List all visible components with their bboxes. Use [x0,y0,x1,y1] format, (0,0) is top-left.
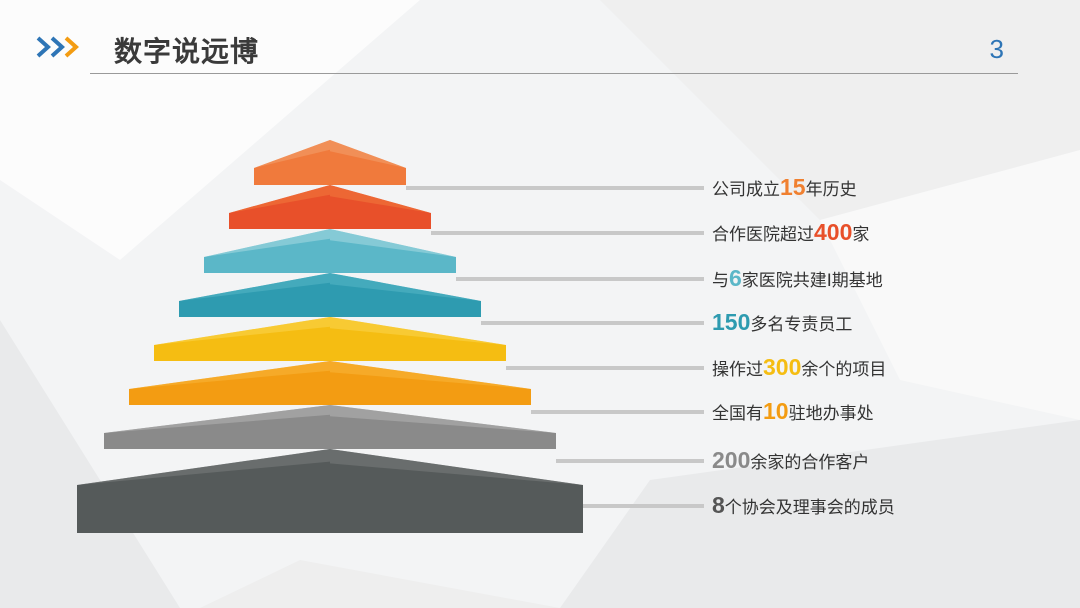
pyramid-tier-1 [254,140,406,185]
pyramid-tier-8 [77,449,583,533]
stat-prefix: 合作医院超过 [712,225,814,245]
tier-right-highlight [330,273,481,301]
stat-suffix: 余家的合作客户 [750,453,870,473]
pyramid-tier-6 [129,361,531,405]
pyramid-tier-4 [179,273,481,317]
pyramid-tier-5 [154,317,506,361]
tier-right-highlight [330,140,406,168]
pyramid-tier-7 [104,405,556,449]
stat-prefix: 公司成立 [712,180,780,200]
stat-suffix: 多名专责员工 [750,315,853,335]
stat-number: 300 [763,354,802,380]
stat-number: 10 [763,398,789,424]
header-divider [90,73,1018,74]
tier-right-highlight [330,361,531,389]
stat-label-3: 与6家医院共建Ⅰ期基地 [712,265,883,291]
stat-suffix: 驻地办事处 [788,404,874,424]
stat-number: 8 [712,492,725,518]
tier-left-highlight [77,449,330,485]
tier-left-highlight [129,361,330,389]
tier-right-highlight [330,449,583,485]
stat-label-7: 200余家的合作客户 [712,447,870,473]
stat-number: 6 [729,265,742,291]
tier-right-face [330,449,583,533]
page-number: 3 [989,34,1004,64]
tier-right-highlight [330,229,456,257]
tier-left-highlight [229,185,330,213]
tier-right-highlight [330,185,431,213]
stat-label-1: 公司成立15年历史 [712,174,857,200]
stat-number: 150 [712,309,751,335]
tier-left-highlight [179,273,330,301]
pyramid-tier-3 [204,229,456,273]
stat-suffix: 家医院共建Ⅰ期基地 [741,271,883,291]
stat-prefix: 全国有 [712,404,763,424]
tier-left-highlight [154,317,330,345]
chevron-1 [36,36,51,58]
tier-right-highlight [330,405,556,433]
stat-label-4: 150多名专责员工 [712,309,853,335]
chevron-3 [64,36,79,58]
chevron-2 [50,36,65,58]
stat-number: 400 [814,219,853,245]
stat-prefix: 操作过 [712,360,763,380]
stat-label-5: 操作过300余个的项目 [712,354,887,380]
stat-suffix: 余个的项目 [801,360,887,380]
tier-left-highlight [104,405,330,433]
tier-left-face [77,449,330,533]
stat-number: 200 [712,447,751,473]
stat-number: 15 [780,174,806,200]
stat-label-8: 8个协会及理事会的成员 [712,492,895,518]
tier-left-highlight [254,140,330,168]
stat-label-2: 合作医院超过400家 [712,219,870,245]
page-title: 数字说远博 [114,35,260,68]
tier-right-highlight [330,317,506,345]
stat-suffix: 个协会及理事会的成员 [724,498,895,518]
stat-label-6: 全国有10驻地办事处 [712,398,874,424]
stat-suffix: 年历史 [805,180,857,200]
chevron-arrows-icon [36,36,79,58]
tier-left-highlight [204,229,330,257]
stat-prefix: 与 [712,271,729,291]
pyramid-tier-2 [229,185,431,229]
stat-suffix: 家 [852,225,870,245]
